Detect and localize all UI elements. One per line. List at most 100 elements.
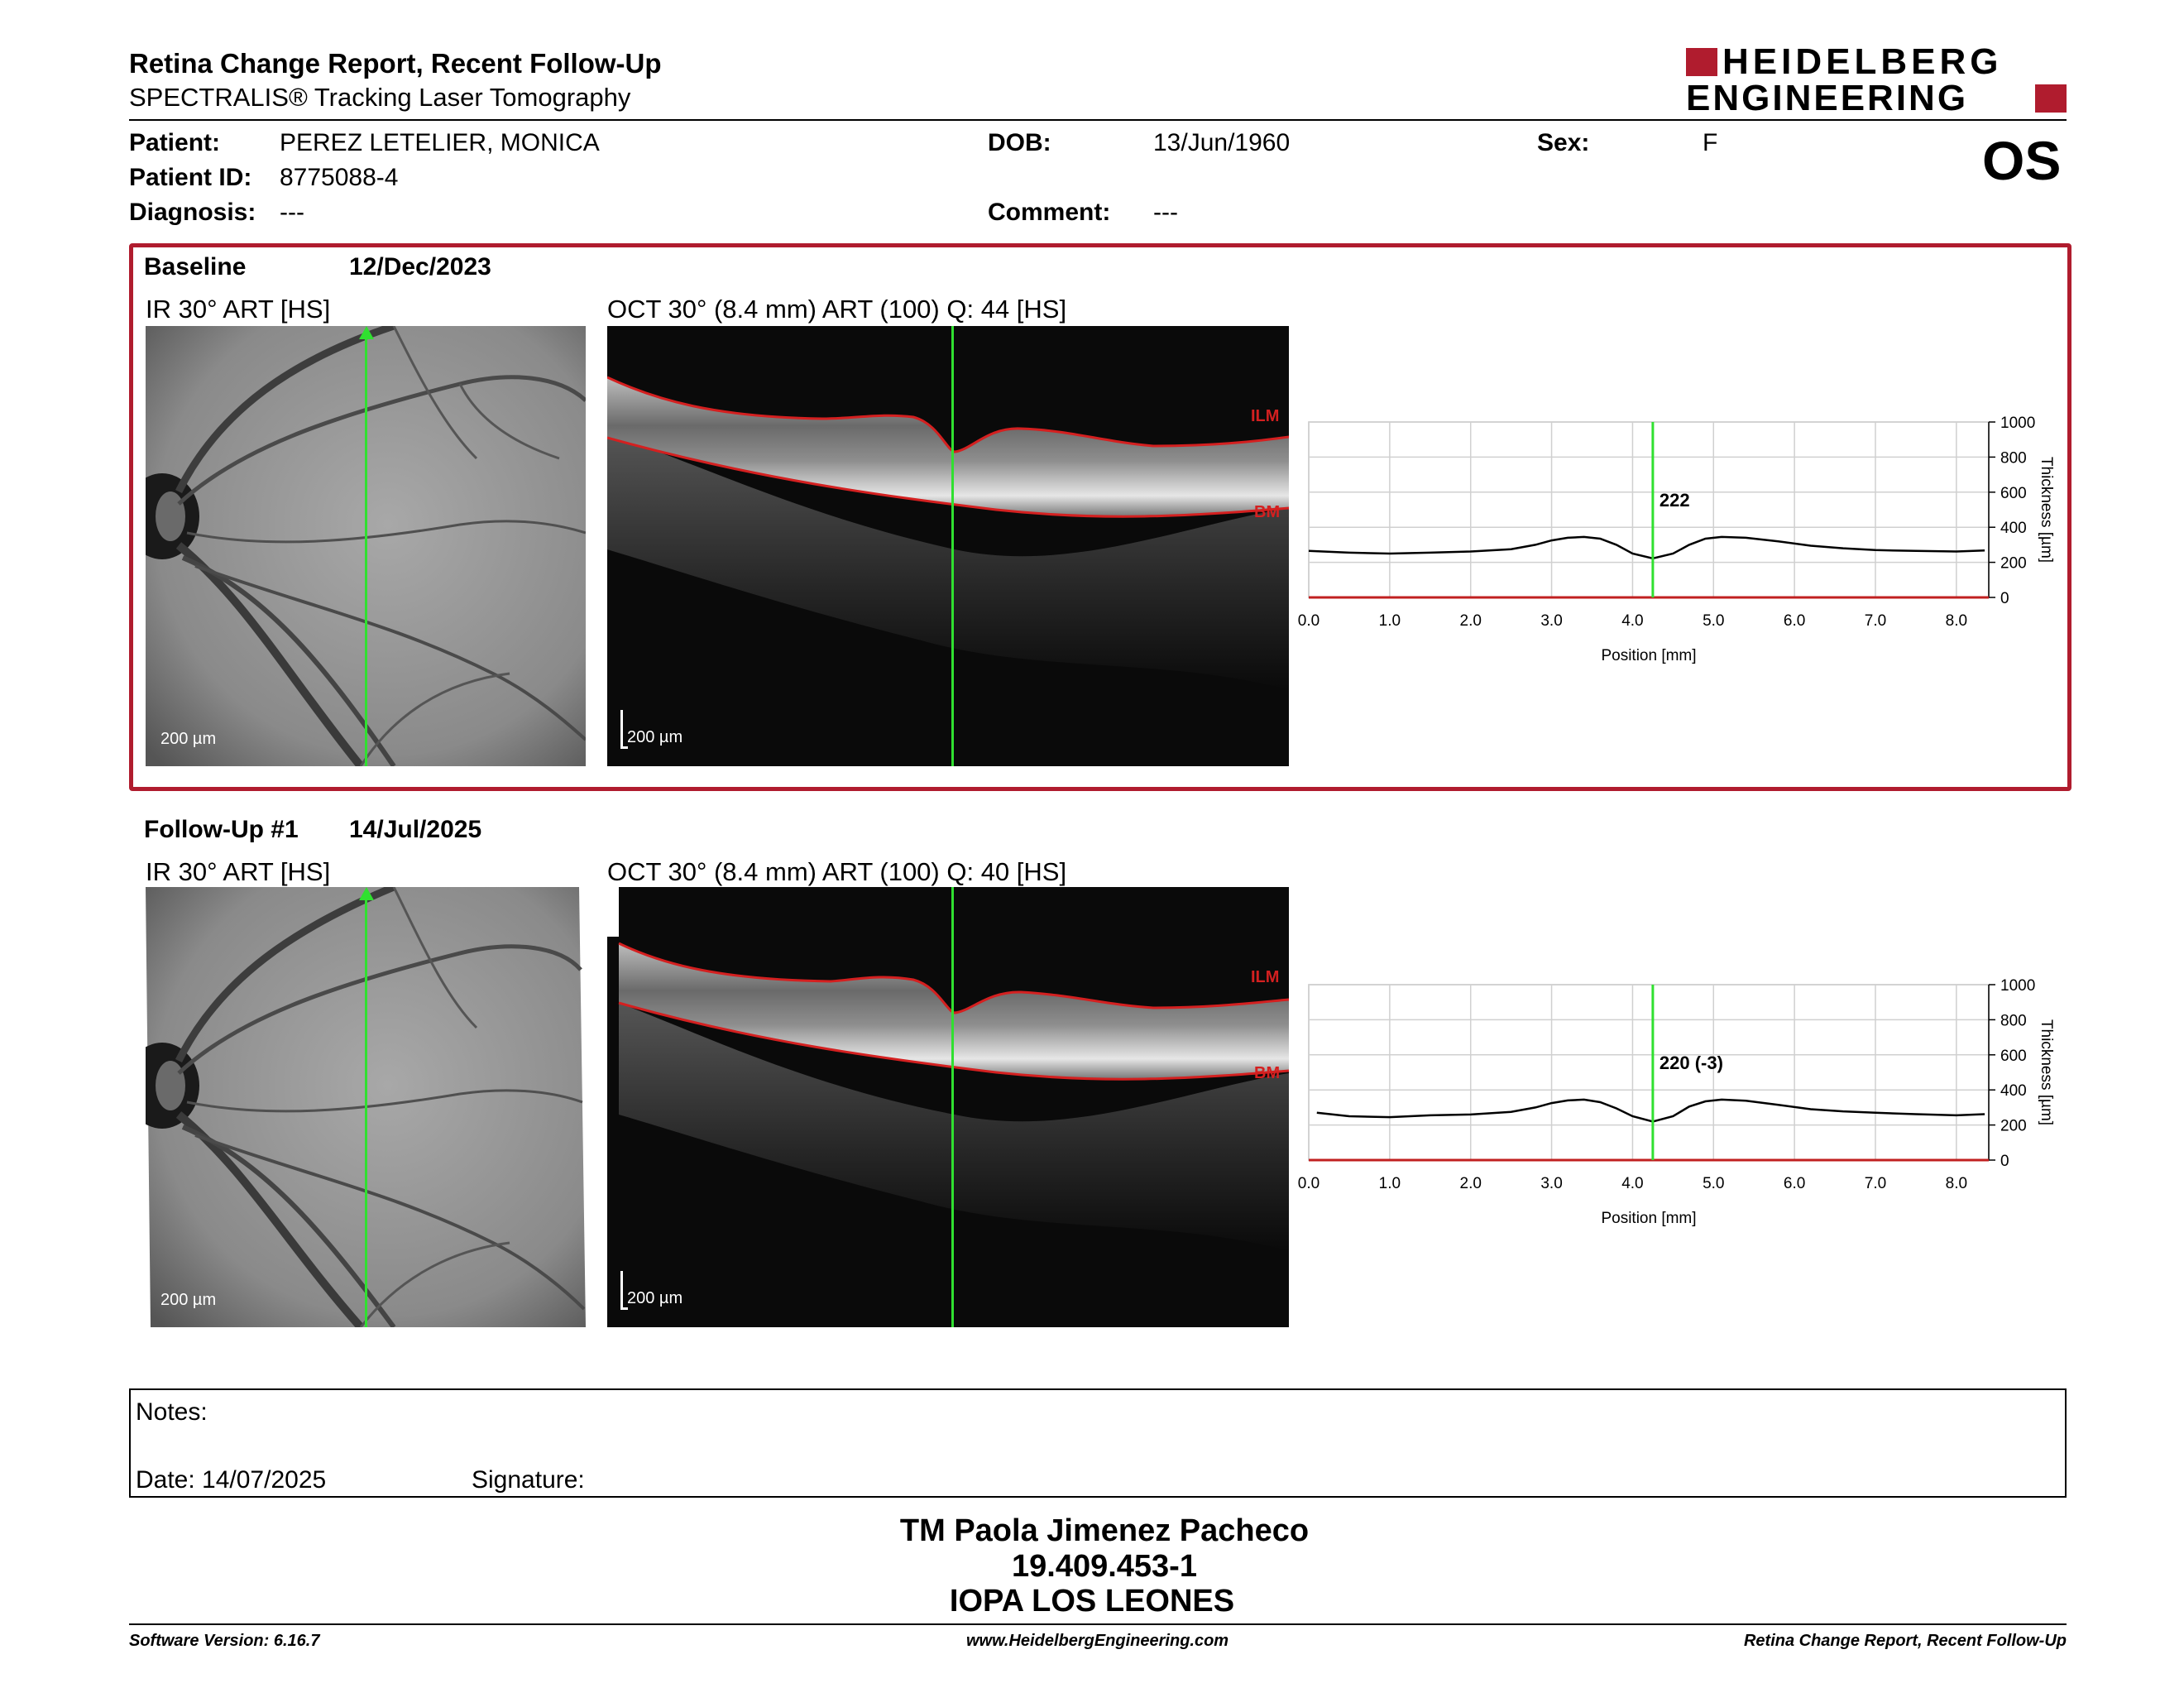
logo-square-top — [1686, 48, 1717, 76]
baseline-oct-image: ILM BM 200 µm — [607, 326, 1289, 766]
followup-xtick-label: 5.0 — [1703, 1175, 1724, 1192]
followup-oct-scale: 200 µm — [627, 1289, 683, 1307]
baseline-ylabel: Thickness [µm] — [2038, 457, 2055, 563]
header-divider — [129, 119, 2067, 121]
baseline-oct-scalebar — [620, 710, 628, 749]
software-version: Software Version: 6.16.7 — [129, 1632, 320, 1650]
baseline-xtick-label: 1.0 — [1379, 612, 1401, 630]
followup-label: Follow-Up #1 — [144, 816, 299, 843]
baseline-bm-label: BM — [1254, 503, 1281, 521]
followup-bm-label: BM — [1254, 1064, 1281, 1082]
notes-date: Date: 14/07/2025 — [136, 1466, 327, 1494]
followup-xtick-label: 6.0 — [1784, 1175, 1805, 1192]
followup-ytick-label: 200 — [2000, 1118, 2027, 1135]
baseline-ytick-label: 400 — [2000, 520, 2027, 537]
comment-label: Comment: — [988, 199, 1111, 226]
followup-oct-scalebar — [620, 1271, 628, 1310]
baseline-xlabel: Position [mm] — [1601, 647, 1696, 664]
baseline-oct-title: OCT 30° (8.4 mm) ART (100) Q: 44 [HS] — [607, 295, 1067, 324]
followup-xlabel: Position [mm] — [1601, 1210, 1696, 1227]
baseline-xtick-label: 3.0 — [1540, 612, 1562, 630]
followup-marker-label: 220 (-3) — [1660, 1053, 1723, 1073]
signer-name: TM Paola Jimenez Pacheco — [899, 1513, 1310, 1548]
baseline-marker-label: 222 — [1660, 490, 1690, 511]
followup-date: 14/Jul/2025 — [349, 816, 482, 843]
sex-label: Sex: — [1537, 129, 1590, 156]
notes-box — [129, 1388, 2067, 1498]
followup-xtick-label: 2.0 — [1460, 1175, 1482, 1192]
website-link[interactable]: www.HeidelbergEngineering.com — [966, 1632, 1229, 1650]
patient-name: PEREZ LETELIER, MONICA — [280, 129, 600, 156]
diagnosis-label: Diagnosis: — [129, 199, 256, 226]
eye-laterality: OS — [1982, 130, 2062, 191]
followup-thickness-chart: 0.0 1.0 2.0 3.0 4.0 5.0 6.0 7.0 8.0 0 200 400 600 800… — [1298, 977, 2055, 1227]
notes-label: Notes: — [136, 1398, 208, 1426]
comment-value: --- — [1153, 199, 1178, 226]
followup-ir-scale: 200 µm — [160, 1291, 217, 1309]
followup-ir-scan-line — [365, 894, 367, 1327]
heidelberg-logo: HEIDELBERG ENGINEERING — [1686, 43, 2067, 119]
followup-thickness-line — [1316, 1098, 1985, 1123]
baseline-ytick-label: 200 — [2000, 555, 2027, 573]
followup-xtick-label: 1.0 — [1379, 1175, 1401, 1192]
baseline-ir-title: IR 30° ART [HS] — [146, 295, 331, 324]
followup-xtick-label: 3.0 — [1540, 1175, 1562, 1192]
followup-oct-scan-line — [951, 887, 954, 1327]
baseline-oct-scale: 200 µm — [627, 728, 683, 746]
footer-divider — [129, 1623, 2067, 1625]
dob-label: DOB: — [988, 129, 1051, 156]
diagnosis-value: --- — [280, 199, 304, 226]
followup-oct-title: OCT 30° (8.4 mm) ART (100) Q: 40 [HS] — [607, 857, 1067, 886]
followup-ir-image: 200 µm — [146, 887, 586, 1327]
sex-value: F — [1703, 129, 1718, 156]
baseline-xtick-label: 7.0 — [1865, 612, 1886, 630]
baseline-xtick-label: 5.0 — [1703, 612, 1724, 630]
baseline-ytick-label: 800 — [2000, 449, 2027, 467]
baseline-date: 12/Dec/2023 — [349, 253, 491, 281]
signature-block: TM Paola Jimenez Pacheco 19.409.453-1 IO… — [0, 1513, 2184, 1618]
baseline-xtick-label: 8.0 — [1946, 612, 1967, 630]
followup-ir-title: IR 30° ART [HS] — [146, 857, 331, 886]
baseline-plot-area — [1308, 421, 1990, 598]
followup-ylabel: Thickness [µm] — [2038, 1019, 2055, 1125]
baseline-xtick-label: 0.0 — [1298, 612, 1320, 630]
baseline-oct-scan-line — [951, 326, 954, 766]
patient-label: Patient: — [129, 129, 221, 156]
baseline-ilm-label: ILM — [1251, 407, 1280, 425]
signer-org: IOPA LOS LEONES — [949, 1584, 1235, 1618]
followup-xtick-label: 0.0 — [1298, 1175, 1320, 1192]
patient-id-label: Patient ID: — [129, 164, 252, 191]
baseline-oct-drawing — [607, 376, 1289, 690]
followup-oct-drawing — [607, 887, 1289, 1251]
signer-id: 19.409.453-1 — [1012, 1549, 1197, 1584]
followup-ytick-label: 600 — [2000, 1048, 2027, 1065]
baseline-xtick-label: 2.0 — [1460, 612, 1482, 630]
followup-ytick-label: 1000 — [2000, 977, 2035, 995]
baseline-panel — [129, 243, 2071, 791]
baseline-ir-image: 200 µm — [146, 326, 586, 766]
baseline-xtick-label: 6.0 — [1784, 612, 1805, 630]
logo-line1: HEIDELBERG — [1722, 41, 2003, 82]
followup-plot-area — [1308, 984, 1990, 1161]
baseline-ir-scan-line — [365, 333, 367, 766]
followup-xtick-label: 7.0 — [1865, 1175, 1886, 1192]
patient-id: 8775088-4 — [280, 164, 399, 191]
followup-ilm-label: ILM — [1251, 968, 1280, 986]
footer-report-name: Retina Change Report, Recent Follow-Up — [1743, 1632, 2067, 1650]
followup-ir-arrow-icon — [359, 887, 374, 900]
followup-ytick-label: 0 — [2000, 1153, 2009, 1170]
baseline-label: Baseline — [144, 253, 247, 281]
baseline-xtick-label: 4.0 — [1621, 612, 1643, 630]
baseline-ytick-label: 0 — [2000, 590, 2009, 607]
notes-signature-label: Signature: — [472, 1466, 585, 1494]
report-title: Retina Change Report, Recent Follow-Up — [129, 48, 662, 79]
baseline-ir-scale: 200 µm — [160, 730, 217, 748]
followup-ytick-label: 800 — [2000, 1012, 2027, 1029]
baseline-ytick-label: 1000 — [2000, 415, 2035, 432]
followup-xtick-label: 4.0 — [1621, 1175, 1643, 1192]
baseline-ytick-label: 600 — [2000, 485, 2027, 502]
logo-square-bottom — [2035, 84, 2067, 113]
logo-line2: ENGINEERING — [1686, 78, 1969, 118]
followup-ytick-label: 400 — [2000, 1082, 2027, 1100]
followup-oct-image: ILM BM 200 µm — [607, 887, 1289, 1327]
